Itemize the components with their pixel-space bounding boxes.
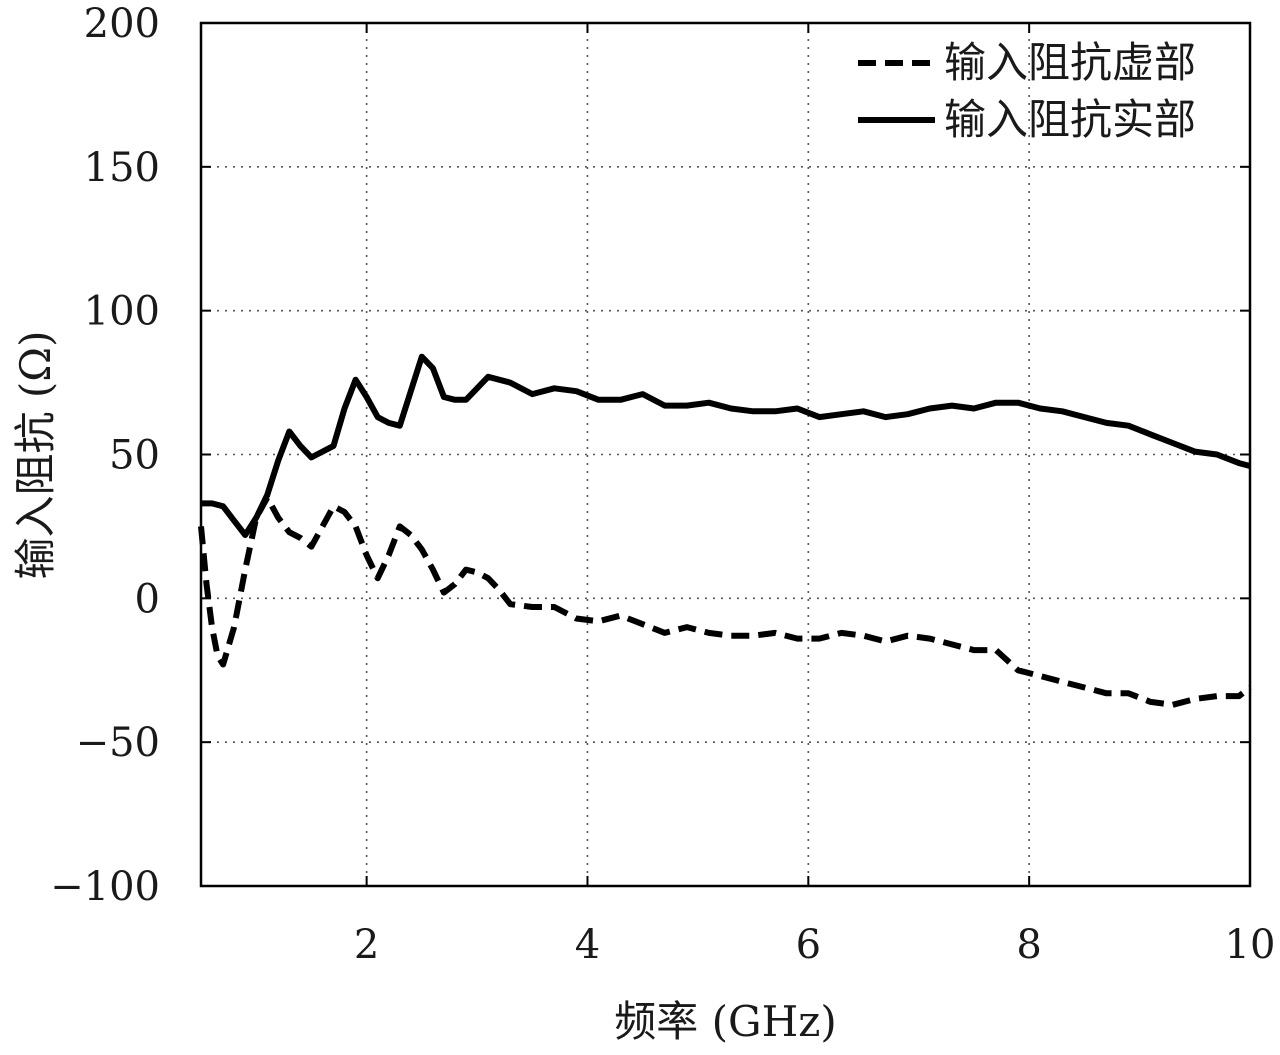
x-tick-label: 10 bbox=[1225, 922, 1276, 968]
series-line-imaginary bbox=[198, 494, 1252, 708]
y-tick-label: −50 bbox=[76, 720, 160, 766]
legend-label: 输入阻抗实部 bbox=[944, 95, 1196, 144]
x-tick-label: 8 bbox=[1016, 922, 1041, 968]
y-tick-label: 50 bbox=[109, 433, 160, 479]
plot-frame bbox=[199, 21, 1252, 888]
series-lines bbox=[198, 353, 1252, 708]
grid bbox=[201, 23, 1250, 886]
x-tick-label: 2 bbox=[354, 922, 379, 968]
y-tick-label: 200 bbox=[84, 1, 160, 47]
y-axis-title: 输入阻抗 (Ω) bbox=[11, 331, 60, 580]
x-axis-title: 频率 (GHz) bbox=[614, 997, 836, 1046]
axis-ticks: 2 4 6 8 10 −100 −50 0 50 100 150 200 bbox=[50, 1, 1275, 968]
y-tick-label: 0 bbox=[135, 576, 160, 622]
series-line-real bbox=[201, 353, 1251, 538]
y-tick-label: 100 bbox=[84, 289, 160, 335]
x-tick-label: 4 bbox=[575, 922, 600, 968]
y-tick-label: −100 bbox=[50, 864, 160, 910]
legend-label: 输入阻抗虚部 bbox=[944, 38, 1196, 87]
x-tick-label: 6 bbox=[796, 922, 821, 968]
y-tick-label: 150 bbox=[84, 145, 160, 191]
